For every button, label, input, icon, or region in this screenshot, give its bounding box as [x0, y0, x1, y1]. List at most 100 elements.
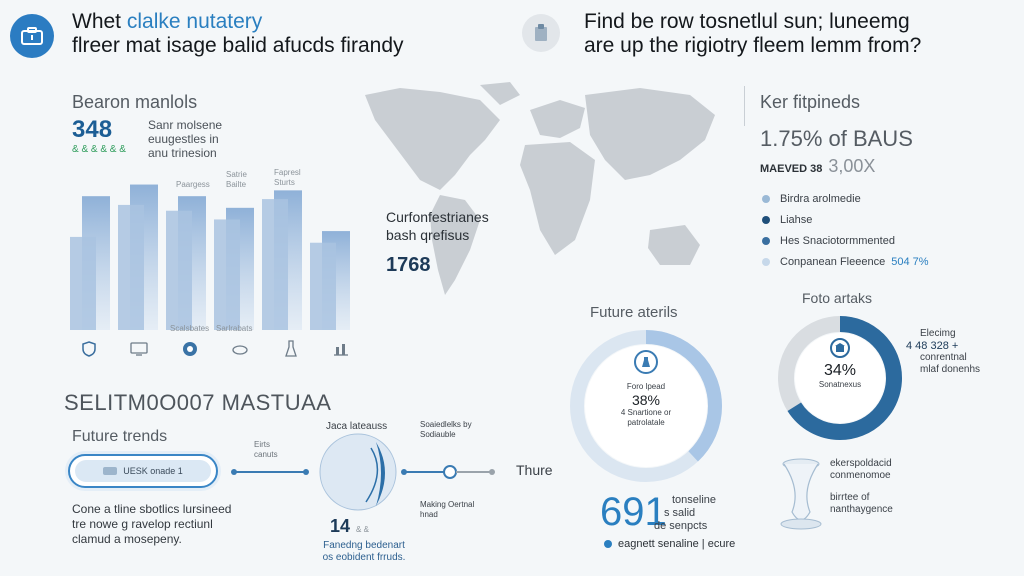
timeline-sail: [376, 442, 385, 506]
trend-pill-inner: UESK onade 1: [75, 460, 211, 482]
donut-left-center-sub: 4 Snartione or: [620, 408, 672, 417]
donut-left-center: Foro lpead 38% 4 Snartione or patrolatal…: [590, 350, 702, 428]
briefcase-icon: [21, 27, 43, 45]
left-stat-sub: & & & & & &: [72, 144, 126, 155]
timeline-sail-2: [365, 447, 379, 503]
donut-left-center-sub2: patrolatale: [627, 418, 665, 427]
timeline-node-4: [443, 465, 457, 479]
map-australia: [648, 225, 700, 265]
donut-right-heading: Foto artaks: [802, 290, 873, 306]
bottom-mid-desc-line1: tonseline: [672, 494, 717, 506]
bar-chart: [70, 184, 350, 330]
bar-bottom-label-4: Sarlrabats: [216, 324, 253, 333]
legend-label: Birdra arolmedie: [780, 192, 861, 205]
trend-pill-button[interactable]: UESK onade 1: [68, 454, 218, 488]
timeline-node-2: [303, 469, 309, 475]
legend-item: Hes Snaciotormmented: [762, 230, 982, 251]
hourglass-base: [780, 518, 822, 530]
monitor-icon: [130, 340, 149, 358]
world-map: [365, 82, 715, 295]
desc-line1: Cone a tline sbotlics lursineed: [72, 502, 232, 516]
bar-front-1: [70, 236, 96, 330]
bottom-mid-number: 691: [600, 490, 667, 534]
building-icon: [835, 343, 845, 352]
node-value-number: 14: [330, 516, 351, 536]
right-stat2-label: MAEVED 38: [760, 163, 823, 175]
hourglass-illustration: [780, 458, 822, 530]
map-north-america: [365, 88, 500, 190]
desc-line2: tre nowe g ravelop rectiunl: [72, 517, 213, 531]
flask-icon: [282, 340, 300, 358]
node-caption-line1: Fanedng bedenart: [323, 540, 405, 551]
header-right-icon: [522, 14, 560, 52]
node-value-suffix: & &: [356, 525, 369, 534]
bar-front-4: [214, 219, 240, 330]
left-stat-desc-line2: euugestles in: [148, 132, 219, 146]
left-stat-desc-line3: anu trinesion: [148, 146, 217, 160]
left-stat-desc: Sanr molsene euugestles in anu trinesion: [148, 118, 222, 160]
timeline-node-3: [401, 469, 407, 475]
bottom-left-desc: Cone a tline sbotlics lursineed tre nowe…: [72, 502, 231, 547]
timeline-node-1: [231, 469, 237, 475]
donut-right-chart: [778, 316, 902, 440]
bar-top-label-2: Satrie Bailte: [226, 170, 247, 189]
side-label-1: Elecimg: [920, 328, 956, 339]
left-title: Whet clalke nutatery flreer mat isage ba…: [72, 10, 472, 58]
legend-item: Liahse: [762, 209, 982, 230]
bottom-left-headline: SELITM0O007 MASTUAA: [64, 390, 332, 415]
node-label-1: Eirts canuts: [254, 440, 278, 459]
left-title-line2: flreer mat isage balid afucds firandy: [72, 34, 404, 57]
hourglass-body: [783, 463, 819, 521]
bar-icons-row: [80, 340, 350, 358]
map-asia: [585, 88, 715, 180]
legend-dot-icon: [762, 236, 770, 245]
right-stat2: MAEVED 38 3,00X: [760, 156, 875, 177]
bottom-right-line1: ekerspoldacid: [830, 458, 892, 469]
legend-dot-icon: [762, 257, 770, 266]
pill-tag-icon: [103, 467, 118, 475]
right-panel-heading: Ker fitpineds: [760, 92, 861, 112]
legend-item: Conpanean Fleeence 504 7%: [762, 251, 982, 272]
map-south-america: [430, 195, 480, 295]
donut-left-center-label: Foro lpead: [626, 382, 666, 391]
donut-left-chart: [570, 330, 722, 482]
right-title-line1: Find be row tosnetlul sun; luneemg: [584, 10, 910, 33]
donut-left-center-icon: [634, 350, 658, 374]
bar-front-2: [118, 204, 144, 330]
bottom-right-line3: birrtee of: [830, 492, 870, 503]
node-caption: Fanedng bedenart os eobident frruds.: [314, 540, 414, 564]
cloud-icon: [231, 340, 249, 358]
clipboard-icon: [535, 24, 547, 41]
bar-top-label-1: Paargess: [176, 180, 210, 189]
donut-right-center-icon: [830, 338, 850, 358]
stage-label: Thure: [516, 462, 553, 478]
map-label-line2: bash qrefisus: [386, 227, 470, 243]
chart-icon: [332, 340, 350, 358]
right-stat2-value: 3,00X: [828, 156, 876, 176]
bottom-mid-desc: tonseline s salid de senpcts: [654, 494, 716, 533]
donut-right-arc: [778, 316, 902, 440]
right-title-line2: are up the rigiotry fleem lemm from?: [584, 34, 922, 57]
bar-front-3: [166, 210, 192, 330]
donut-left-center-fill: [585, 345, 707, 467]
side-label-3: conrentnal: [920, 352, 967, 363]
bar-top-label-3: Fapresl Sturts: [274, 168, 301, 187]
desc-line3: clamud a mosepeny.: [72, 532, 182, 546]
legend-label: Liahse: [780, 213, 813, 226]
trend-timeline: [231, 433, 495, 511]
legend-dot-icon: [762, 215, 770, 224]
left-stat-number: 348: [72, 116, 113, 143]
donut-right-center: 34% Sonatnexus: [800, 338, 880, 390]
legend-label: Hes Snaciotormmented: [780, 234, 895, 247]
donut-right-center-sub: Sonatnexus: [818, 380, 862, 389]
right-stat-line: 1.75% of BAUS: [760, 126, 913, 151]
donut-left-center-value: 38%: [631, 392, 661, 408]
brand-logo-badge: [10, 14, 54, 58]
bottom-mid-desc-line2: s salid: [664, 507, 696, 519]
map-label-line1: Curfonfestrianes: [386, 209, 489, 225]
pill-label: UESK onade 1: [123, 466, 183, 476]
timeline-disc: [319, 433, 397, 511]
shield-icon: [80, 340, 98, 358]
side-label-4: mlaf donenhs: [920, 364, 981, 375]
map-label: Curfonfestrianes bash qrefisus: [386, 208, 489, 244]
